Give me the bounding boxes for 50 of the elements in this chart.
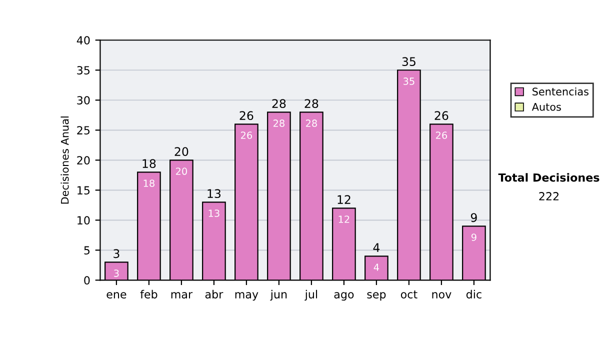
total-label: 35 [402,57,416,66]
data-label: 28 [273,120,284,127]
y-tick-label: 15 [78,186,90,195]
x-tick-label: mar [171,292,193,298]
y-tick-label: 35 [77,66,90,75]
x-tick-label: dic [466,290,482,298]
y-tick-label: 40 [76,36,90,44]
text: Total Decisiones [498,173,600,182]
x-tick-label: oct [400,290,418,298]
x-tick-label: jul [304,290,318,301]
x-tick-label: ago [334,292,354,301]
total-label: 28 [272,99,286,108]
x-tick-label: feb [140,290,158,298]
total-label: 13 [208,189,221,198]
data-label: 26 [240,132,252,139]
y-tick-label: 30 [77,96,90,105]
total-label: 18 [142,159,156,168]
data-label: 28 [306,120,317,127]
y-tick-label: 5 [84,246,90,255]
x-tick-label: may [235,292,258,301]
data-label: 18 [144,180,154,187]
total-label: 28 [304,99,318,108]
data-label: 20 [176,168,187,175]
total-label: 9 [470,213,477,222]
data-label: 3 [114,270,119,277]
total-label: 4 [373,243,380,252]
total-label: 20 [174,147,188,156]
y-tick-label: 20 [77,156,90,165]
data-label: 13 [208,210,220,217]
data-label: 12 [338,216,350,223]
x-tick-label: jun [270,290,287,301]
x-tick-label: abr [205,290,224,298]
data-label: 26 [436,132,448,139]
legend-label: Autos [532,103,561,111]
x-tick-label: sep [367,292,386,301]
x-tick-label: nov [432,292,452,298]
total-label: 3 [114,249,120,258]
text: 222 [539,192,558,200]
y-tick-label: 10 [78,216,90,225]
total-label: 26 [240,111,254,120]
total-label: 12 [338,195,350,204]
y-tick-label: 25 [77,126,90,135]
data-label: 35 [404,78,414,85]
y-tick-label: 0 [84,276,90,285]
data-label: 9 [471,234,476,241]
data-label: 4 [374,264,379,271]
total-label: 26 [434,111,448,120]
x-tick-label: ene [106,292,126,298]
y-axis-title: Decisiones Anual [60,116,69,204]
legend-label: Sentencias [532,87,588,96]
